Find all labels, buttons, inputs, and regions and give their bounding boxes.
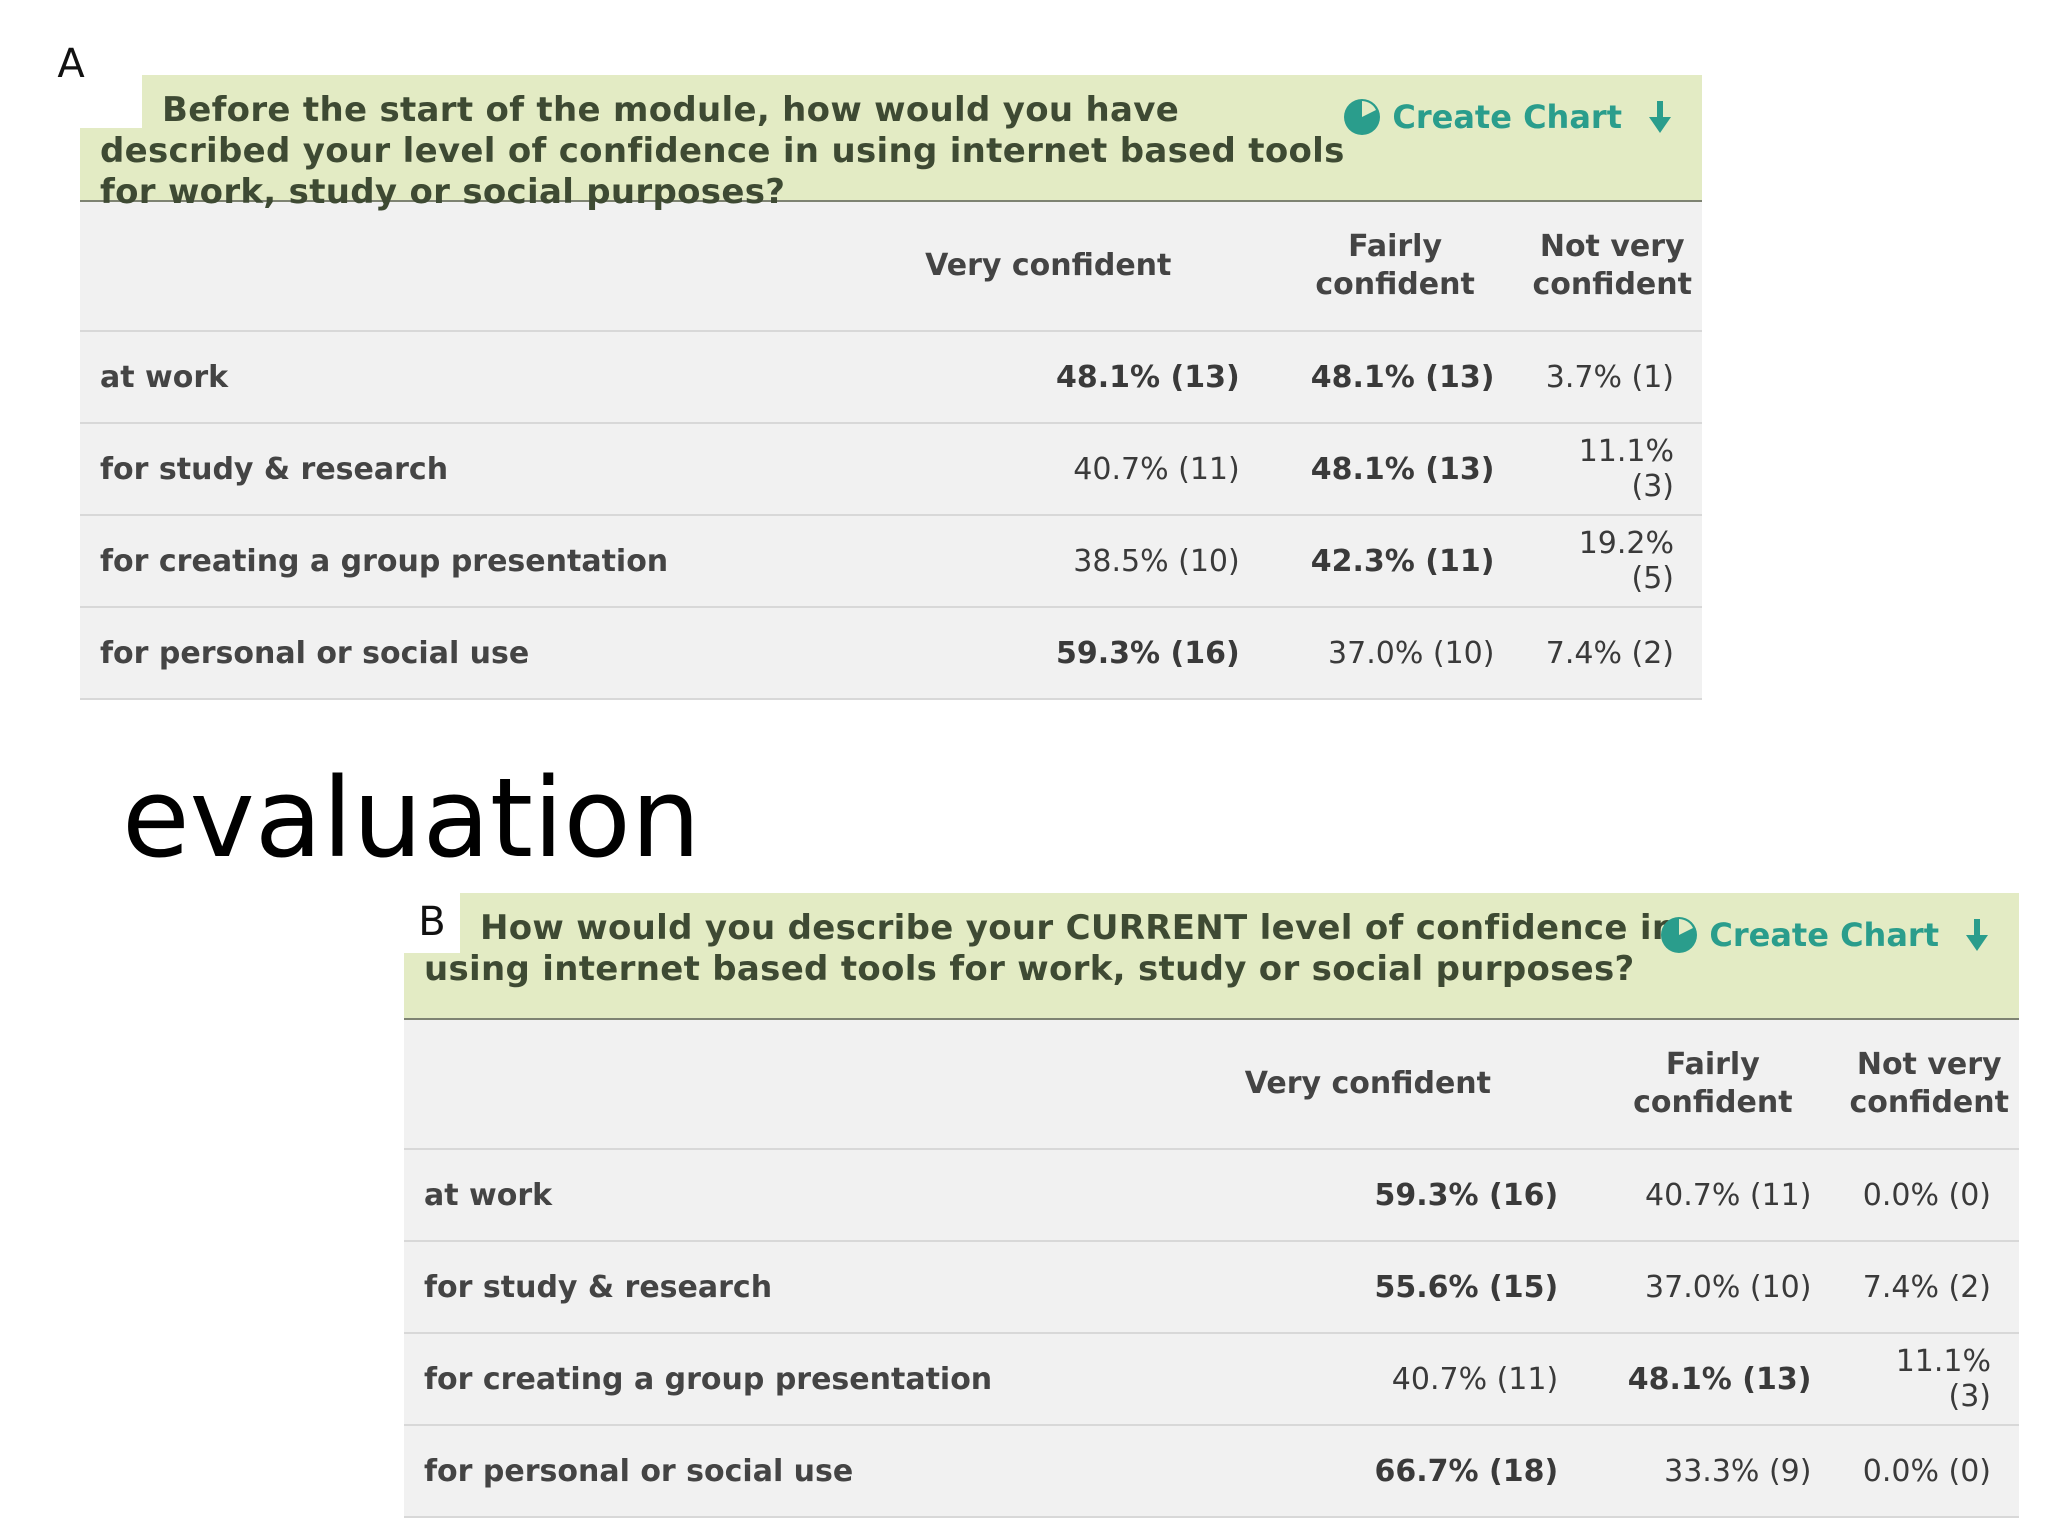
value-cell: 37.0% (10)	[1586, 1241, 1840, 1334]
value-cell: 40.7% (11)	[1586, 1149, 1840, 1242]
results-table: Very confident Fairly confident Not very…	[404, 1020, 2019, 1518]
column-header: Fairly confident	[1586, 1020, 1840, 1150]
row-label: at work	[80, 331, 829, 424]
create-chart-label: Create Chart	[1392, 98, 1622, 136]
value-cell: 42.3% (11)	[1267, 515, 1523, 608]
value-cell: 40.7% (11)	[1149, 1333, 1587, 1426]
row-label: for personal or social use	[404, 1425, 1150, 1518]
row-label: for creating a group presentation	[80, 515, 829, 608]
question-text: Before the start of the module, how woul…	[100, 90, 1345, 212]
survey-panel-b: B How would you describe your CURRENT le…	[404, 893, 2019, 1518]
table-row: for creating a group presentation 38.5% (…	[80, 515, 1702, 608]
pie-chart-icon	[1661, 917, 1698, 953]
value-cell: 0.0% (0)	[1839, 1425, 2019, 1518]
row-label: for creating a group presentation	[404, 1333, 1150, 1426]
survey-panel-a: A Before the start of the module, how wo…	[0, 0, 1702, 700]
value-cell: 48.1% (13)	[1586, 1333, 1840, 1426]
table-row: at work 59.3% (16) 40.7% (11) 0.0% (0)	[404, 1149, 2019, 1242]
down-arrow-icon[interactable]	[1965, 915, 1989, 955]
column-header: Very confident	[828, 202, 1268, 332]
question-text: How would you describe your CURRENT leve…	[424, 908, 1677, 989]
table-row: for study & research 55.6% (15) 37.0% (10)…	[404, 1241, 2019, 1334]
row-label: for study & research	[80, 423, 829, 516]
value-cell: 11.1% (3)	[1839, 1333, 2019, 1426]
value-cell: 19.2% (5)	[1522, 515, 1702, 608]
table-row: for personal or social use 59.3% (16) 37.0…	[80, 607, 1702, 700]
column-header: Very confident	[1149, 1020, 1587, 1150]
row-label: at work	[404, 1149, 1150, 1242]
question-header: A Before the start of the module, how wo…	[0, 0, 1702, 212]
empty-header-cell	[404, 1020, 1150, 1150]
create-chart-button[interactable]: Create Chart	[1659, 913, 1999, 957]
value-cell: 7.4% (2)	[1839, 1241, 2019, 1334]
value-cell: 3.7% (1)	[1522, 331, 1702, 424]
empty-header-cell	[80, 202, 829, 332]
value-cell: 7.4% (2)	[1522, 607, 1702, 700]
create-chart-button[interactable]: Create Chart	[1342, 95, 1682, 139]
table-row: at work 48.1% (13) 48.1% (13) 3.7% (1)	[80, 331, 1702, 424]
value-cell: 33.3% (9)	[1586, 1425, 1840, 1518]
value-cell: 48.1% (13)	[1267, 423, 1523, 516]
column-header: Not very confident	[1522, 202, 1702, 332]
value-cell: 59.3% (16)	[828, 607, 1268, 700]
panel-label: A	[0, 0, 142, 128]
value-cell: 55.6% (15)	[1149, 1241, 1587, 1334]
table-row: for study & research 40.7% (11) 48.1% (13)…	[80, 423, 1702, 516]
column-header: Not very confident	[1839, 1020, 2019, 1150]
table-header-row: Very confident Fairly confident Not very…	[404, 1020, 2019, 1150]
create-chart-label: Create Chart	[1709, 916, 1939, 954]
value-cell: 37.0% (10)	[1267, 607, 1523, 700]
row-label: for study & research	[404, 1241, 1150, 1334]
down-arrow-icon[interactable]	[1648, 97, 1672, 137]
table-header-row: Very confident Fairly confident Not very…	[80, 202, 1702, 332]
results-table: Very confident Fairly confident Not very…	[80, 202, 1702, 700]
panel-label: B	[404, 893, 460, 953]
value-cell: 59.3% (16)	[1149, 1149, 1587, 1242]
value-cell: 66.7% (18)	[1149, 1425, 1587, 1518]
table-row: for personal or social use 66.7% (18) 33.3…	[404, 1425, 2019, 1518]
value-cell: 48.1% (13)	[828, 331, 1268, 424]
slide-heading: evaluation	[122, 754, 701, 882]
value-cell: 38.5% (10)	[828, 515, 1268, 608]
value-cell: 40.7% (11)	[828, 423, 1268, 516]
question-header: B How would you describe your CURRENT le…	[404, 893, 2019, 1020]
column-header: Fairly confident	[1267, 202, 1523, 332]
value-cell: 48.1% (13)	[1267, 331, 1523, 424]
value-cell: 0.0% (0)	[1839, 1149, 2019, 1242]
table-row: for creating a group presentation 40.7% (…	[404, 1333, 2019, 1426]
value-cell: 11.1% (3)	[1522, 423, 1702, 516]
row-label: for personal or social use	[80, 607, 829, 700]
pie-chart-icon	[1344, 99, 1381, 135]
